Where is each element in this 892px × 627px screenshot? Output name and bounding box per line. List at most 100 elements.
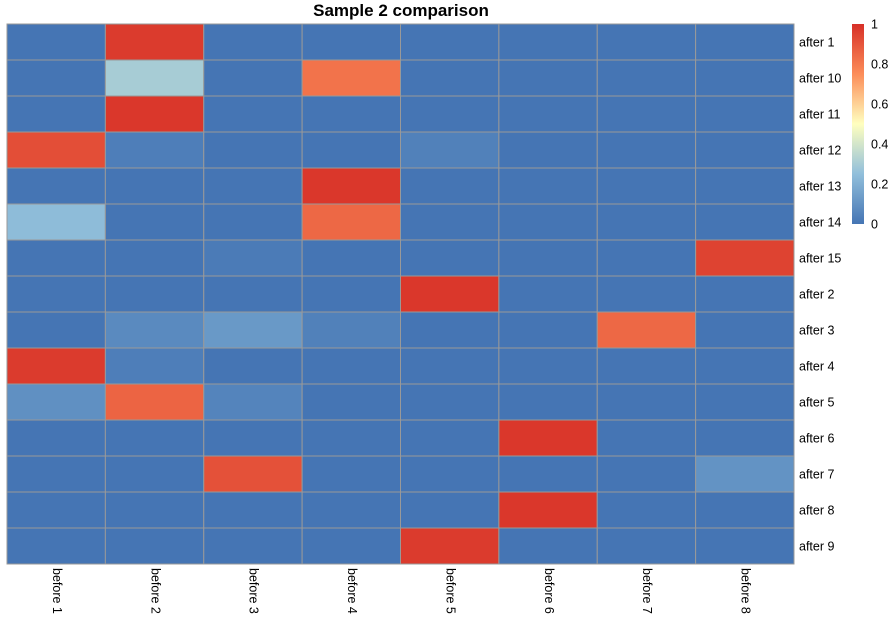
heatmap-cell xyxy=(498,203,598,241)
heatmap-cell xyxy=(400,167,500,205)
heatmap-cell xyxy=(301,203,401,241)
heatmap-cell xyxy=(104,491,205,529)
heatmap-cell xyxy=(203,383,303,421)
heatmap-cell xyxy=(695,59,795,97)
heatmap-cell xyxy=(695,455,795,493)
heatmap-cell xyxy=(203,131,303,169)
row-label: after 9 xyxy=(799,540,834,554)
heatmap-cell xyxy=(301,23,401,61)
heatmap-cell xyxy=(695,95,795,133)
heatmap-cell xyxy=(596,167,697,205)
color-legend: 0 0.2 0.4 0.6 0.8 1 xyxy=(852,18,888,232)
heatmap-cell xyxy=(6,491,106,529)
heatmap-cell xyxy=(301,131,401,169)
heatmap-cell xyxy=(203,347,303,385)
legend-tick-label: 1 xyxy=(871,18,878,32)
legend-tick-label: 0.4 xyxy=(871,138,888,152)
heatmap-cell xyxy=(301,347,401,385)
legend-tick-label: 0.2 xyxy=(871,178,888,192)
heatmap-cell xyxy=(596,419,697,457)
column-label: before 6 xyxy=(542,568,556,614)
heatmap-cell xyxy=(695,491,795,529)
heatmap-cell xyxy=(498,131,598,169)
heatmap-cell xyxy=(104,59,205,97)
heatmap-cell xyxy=(301,167,401,205)
heatmap-cell xyxy=(400,419,500,457)
heatmap-cell xyxy=(104,455,205,493)
column-label: before 2 xyxy=(148,568,162,614)
heatmap-cell xyxy=(400,95,500,133)
row-labels: after 1 after 10 after 11 after 12 after 13 a… xyxy=(799,36,841,554)
heatmap-cell xyxy=(695,239,795,277)
heatmap-cell xyxy=(400,131,500,169)
heatmap-cell xyxy=(301,527,401,565)
heatmap-cell xyxy=(203,23,303,61)
heatmap-cell xyxy=(203,167,303,205)
heatmap-cell xyxy=(596,527,697,565)
heatmap-cell xyxy=(104,419,205,457)
heatmap-cell xyxy=(6,131,106,169)
column-label: before 8 xyxy=(739,568,753,614)
heatmap-cell xyxy=(203,59,303,97)
heatmap-cell xyxy=(498,239,598,277)
row-label: after 10 xyxy=(799,72,841,86)
heatmap-cell xyxy=(695,383,795,421)
heatmap-cell xyxy=(203,311,303,349)
heatmap-cell xyxy=(6,455,106,493)
heatmap-cell xyxy=(695,275,795,313)
heatmap-cell xyxy=(596,491,697,529)
heatmap-cell xyxy=(596,23,697,61)
heatmap-cell xyxy=(301,383,401,421)
heatmap-cell xyxy=(104,347,205,385)
heatmap-cell xyxy=(6,167,106,205)
legend-tick-label: 0.6 xyxy=(871,98,888,112)
column-label: before 3 xyxy=(247,568,261,614)
row-label: after 13 xyxy=(799,180,841,194)
heatmap-cell xyxy=(6,203,106,241)
heatmap-cell xyxy=(498,383,598,421)
heatmap-cell xyxy=(301,311,401,349)
heatmap-cell xyxy=(498,59,598,97)
heatmap-cell xyxy=(596,95,697,133)
heatmap-cell xyxy=(104,383,205,421)
heatmap-cell xyxy=(6,527,106,565)
heatmap-cell xyxy=(695,131,795,169)
heatmap-cell xyxy=(695,311,795,349)
column-label: before 4 xyxy=(345,568,359,614)
heatmap-cell xyxy=(6,419,106,457)
heatmap-cell xyxy=(301,95,401,133)
row-label: after 1 xyxy=(799,36,834,50)
row-label: after 14 xyxy=(799,216,841,230)
heatmap-cell xyxy=(104,275,205,313)
legend-tick-label: 0 xyxy=(871,218,878,232)
heatmap-cell xyxy=(104,131,205,169)
row-label: after 15 xyxy=(799,252,841,266)
row-label: after 5 xyxy=(799,396,834,410)
heatmap-cell xyxy=(596,275,697,313)
heatmap-cell xyxy=(498,527,598,565)
heatmap-cell xyxy=(596,383,697,421)
column-labels: before 1 before 2 before 3 before 4 before 5… xyxy=(50,568,753,614)
row-label: after 8 xyxy=(799,504,834,518)
row-label: after 2 xyxy=(799,288,834,302)
heatmap-cell xyxy=(596,239,697,277)
heatmap-cell xyxy=(400,59,500,97)
heatmap-cell xyxy=(400,203,500,241)
heatmap-cell xyxy=(6,347,106,385)
heatmap-cell xyxy=(203,239,303,277)
heatmap-cell xyxy=(6,23,106,61)
heatmap-cell xyxy=(498,491,598,529)
heatmap-cell xyxy=(400,455,500,493)
heatmap-cell xyxy=(6,239,106,277)
heatmap-cell xyxy=(6,311,106,349)
heatmap-cell xyxy=(203,203,303,241)
heatmap-cell xyxy=(6,59,106,97)
legend-color-bar xyxy=(852,24,864,224)
heatmap-cell xyxy=(6,383,106,421)
heatmap-cell xyxy=(203,491,303,529)
heatmap-cell xyxy=(596,347,697,385)
heatmap-cell xyxy=(203,95,303,133)
heatmap-cell xyxy=(301,491,401,529)
heatmap-cell xyxy=(203,419,303,457)
heatmap-cell xyxy=(596,131,697,169)
